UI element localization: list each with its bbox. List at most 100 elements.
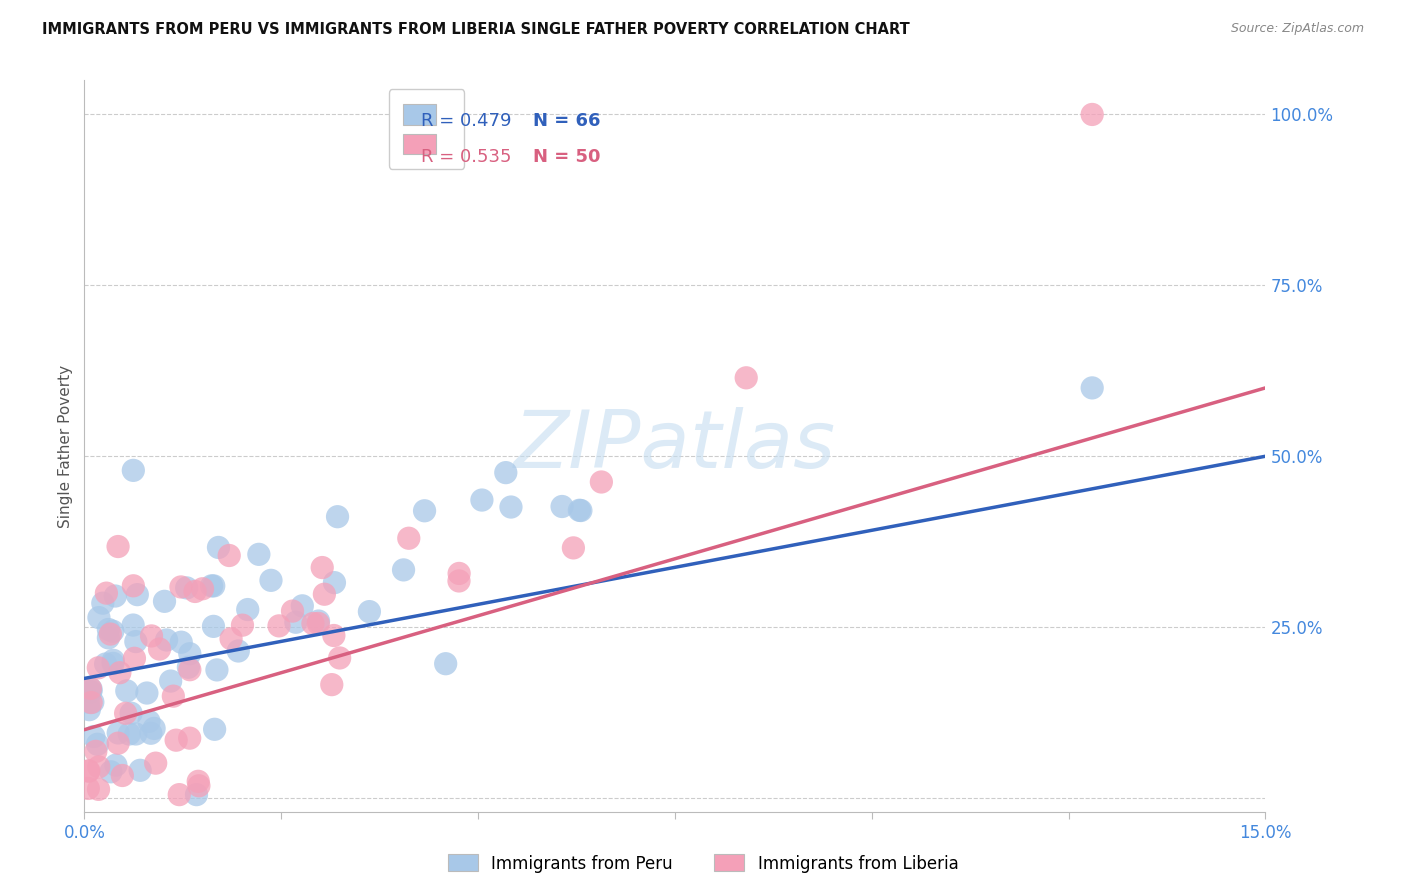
Point xyxy=(562,541,585,555)
Point xyxy=(321,678,343,692)
Point xyxy=(145,756,167,771)
Point xyxy=(101,657,124,671)
Point xyxy=(311,560,333,574)
Point xyxy=(186,788,208,802)
Point xyxy=(155,632,177,647)
Point xyxy=(103,653,125,667)
Point xyxy=(82,695,104,709)
Point xyxy=(107,540,129,554)
Point xyxy=(218,549,240,563)
Point xyxy=(434,657,457,671)
Point xyxy=(281,604,304,618)
Point xyxy=(80,684,103,698)
Point xyxy=(323,575,346,590)
Point xyxy=(84,744,107,758)
Point xyxy=(129,764,152,778)
Point xyxy=(87,782,110,797)
Point xyxy=(125,727,148,741)
Point xyxy=(165,733,187,747)
Point xyxy=(77,695,100,709)
Point xyxy=(205,663,228,677)
Point xyxy=(80,682,103,697)
Point xyxy=(260,574,283,588)
Point xyxy=(96,586,118,600)
Point xyxy=(204,723,226,737)
Point xyxy=(568,503,591,517)
Text: N = 66: N = 66 xyxy=(533,112,600,129)
Point xyxy=(125,634,148,648)
Point xyxy=(1081,107,1104,121)
Point xyxy=(87,760,110,774)
Point xyxy=(97,631,120,645)
Point xyxy=(124,651,146,665)
Point xyxy=(170,580,193,594)
Point xyxy=(308,614,330,628)
Point xyxy=(108,665,131,680)
Text: N = 50: N = 50 xyxy=(533,148,600,166)
Point xyxy=(176,581,198,595)
Point xyxy=(170,635,193,649)
Point xyxy=(148,642,170,657)
Point xyxy=(471,493,494,508)
Point xyxy=(83,730,105,744)
Text: IMMIGRANTS FROM PERU VS IMMIGRANTS FROM LIBERIA SINGLE FATHER POVERTY CORRELATIO: IMMIGRANTS FROM PERU VS IMMIGRANTS FROM … xyxy=(42,22,910,37)
Text: Source: ZipAtlas.com: Source: ZipAtlas.com xyxy=(1230,22,1364,36)
Point xyxy=(87,610,110,624)
Point xyxy=(219,632,242,646)
Point xyxy=(94,657,117,671)
Point xyxy=(184,584,207,599)
Text: ZIPatlas: ZIPatlas xyxy=(513,407,837,485)
Point xyxy=(291,599,314,613)
Point xyxy=(114,706,136,721)
Point xyxy=(226,644,249,658)
Point xyxy=(551,500,574,514)
Point xyxy=(179,731,201,746)
Point xyxy=(314,587,336,601)
Point xyxy=(495,466,517,480)
Point xyxy=(80,696,103,710)
Point xyxy=(97,623,120,637)
Point xyxy=(77,781,100,796)
Point xyxy=(231,618,253,632)
Point xyxy=(202,619,225,633)
Legend: Immigrants from Peru, Immigrants from Liberia: Immigrants from Peru, Immigrants from Li… xyxy=(441,847,965,880)
Point xyxy=(86,737,108,751)
Point xyxy=(392,563,415,577)
Point xyxy=(329,651,352,665)
Point xyxy=(247,547,270,561)
Point xyxy=(307,616,329,631)
Point xyxy=(202,579,225,593)
Point xyxy=(104,589,127,603)
Point xyxy=(179,663,201,677)
Point xyxy=(77,764,100,778)
Point xyxy=(179,647,201,661)
Point xyxy=(284,615,307,630)
Point xyxy=(569,503,592,517)
Text: R = 0.479: R = 0.479 xyxy=(420,112,512,129)
Point xyxy=(115,683,138,698)
Point xyxy=(127,588,149,602)
Point xyxy=(398,531,420,545)
Point xyxy=(138,714,160,729)
Point xyxy=(267,619,290,633)
Point xyxy=(100,764,122,779)
Text: R = 0.535: R = 0.535 xyxy=(420,148,512,166)
Point xyxy=(141,629,163,643)
Point xyxy=(122,579,145,593)
Point xyxy=(159,674,181,689)
Point xyxy=(236,602,259,616)
Point xyxy=(87,661,110,675)
Point xyxy=(135,686,157,700)
Point xyxy=(120,706,142,721)
Point xyxy=(326,509,349,524)
Point xyxy=(359,605,381,619)
Point xyxy=(187,779,209,793)
Point xyxy=(107,726,129,740)
Point xyxy=(177,660,200,674)
Point xyxy=(101,624,124,639)
Point xyxy=(162,689,184,703)
Point xyxy=(591,475,613,489)
Point xyxy=(122,618,145,632)
Point xyxy=(167,788,190,802)
Point xyxy=(77,764,100,778)
